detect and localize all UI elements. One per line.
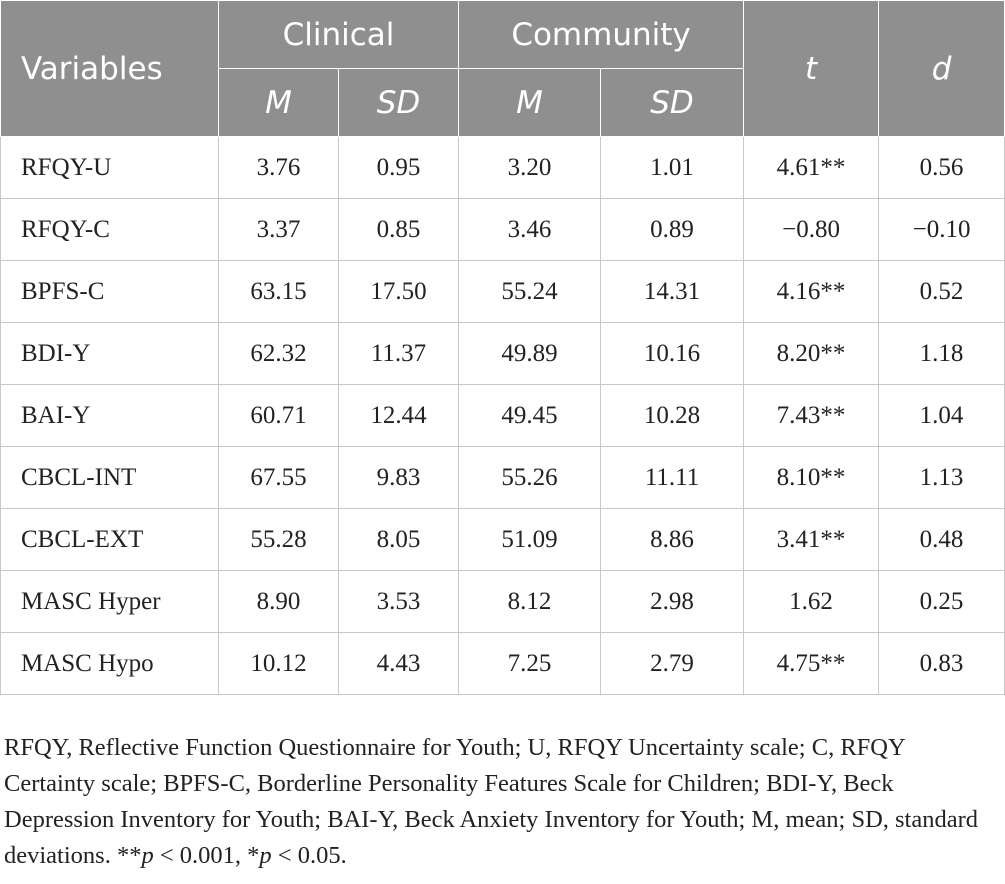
cell-community-m: 7.25 (458, 632, 602, 695)
cell-community-sd: 10.28 (600, 384, 745, 447)
header-clinical: Clinical (217, 0, 460, 69)
cell-community-m: 3.46 (458, 198, 602, 261)
cell-community-sd: 14.31 (600, 260, 745, 323)
cell-t: 4.75** (743, 632, 880, 695)
footnote-p-symbol: p (259, 842, 272, 869)
results-table: Variables Clinical Community t d M SD M … (0, 0, 1005, 695)
cell-clinical-m: 8.90 (218, 570, 339, 633)
cell-clinical-sd: 3.53 (337, 570, 460, 633)
cell-d: 1.13 (878, 446, 1005, 509)
cell-community-sd: 2.79 (600, 632, 745, 695)
cell-d: 0.83 (878, 632, 1005, 695)
cell-community-sd: 10.16 (600, 322, 745, 385)
cell-community-sd: 11.11 (600, 446, 745, 509)
cell-clinical-m: 55.28 (218, 508, 339, 571)
table-row: MASC Hypo 10.12 4.43 7.25 2.79 4.75** 0.… (0, 632, 1005, 695)
cell-clinical-sd: 11.37 (337, 322, 460, 385)
cell-t: 8.20** (743, 322, 880, 385)
cell-community-m: 51.09 (458, 508, 602, 571)
cell-t: 8.10** (743, 446, 880, 509)
cell-variable: CBCL-INT (0, 446, 219, 509)
cell-community-m: 55.26 (458, 446, 602, 509)
cell-d: 0.48 (878, 508, 1005, 571)
cell-clinical-m: 3.76 (218, 136, 339, 199)
header-community-sd: SD (600, 68, 745, 137)
cell-community-m: 49.89 (458, 322, 602, 385)
header-variables: Variables (0, 0, 219, 137)
cell-d: 0.25 (878, 570, 1005, 633)
table-row: BDI-Y 62.32 11.37 49.89 10.16 8.20** 1.1… (0, 322, 1005, 385)
header-d: d (878, 0, 1005, 137)
header-clinical-sd: SD (337, 68, 460, 137)
cell-t: 4.61** (743, 136, 880, 199)
header-clinical-m: M (218, 68, 339, 137)
cell-variable: MASC Hyper (0, 570, 219, 633)
footnote-main: RFQY, Reflective Function Questionnaire … (4, 734, 979, 869)
cell-community-m: 55.24 (458, 260, 602, 323)
table-row: BPFS-C 63.15 17.50 55.24 14.31 4.16** 0.… (0, 260, 1005, 323)
cell-clinical-m: 3.37 (218, 198, 339, 261)
cell-variable: MASC Hypo (0, 632, 219, 695)
table-row: RFQY-U 3.76 0.95 3.20 1.01 4.61** 0.56 (0, 136, 1005, 199)
cell-d: 0.52 (878, 260, 1005, 323)
cell-clinical-m: 67.55 (218, 446, 339, 509)
table-row: RFQY-C 3.37 0.85 3.46 0.89 −0.80 −0.10 (0, 198, 1005, 261)
cell-community-m: 49.45 (458, 384, 602, 447)
footnote-threshold-2: < 0.05. (271, 842, 347, 869)
cell-t: 7.43** (743, 384, 880, 447)
table-row: BAI-Y 60.71 12.44 49.45 10.28 7.43** 1.0… (0, 384, 1005, 447)
cell-t: 4.16** (743, 260, 880, 323)
cell-clinical-sd: 12.44 (337, 384, 460, 447)
cell-t: 1.62 (743, 570, 880, 633)
cell-variable: RFQY-U (0, 136, 219, 199)
cell-clinical-sd: 8.05 (337, 508, 460, 571)
table-row: MASC Hyper 8.90 3.53 8.12 2.98 1.62 0.25 (0, 570, 1005, 633)
cell-variable: CBCL-EXT (0, 508, 219, 571)
table-footnote: RFQY, Reflective Function Questionnaire … (4, 730, 994, 874)
cell-d: 1.04 (878, 384, 1005, 447)
cell-variable: BDI-Y (0, 322, 219, 385)
cell-community-sd: 1.01 (600, 136, 745, 199)
header-t: t (743, 0, 880, 137)
cell-clinical-m: 10.12 (218, 632, 339, 695)
cell-clinical-sd: 9.83 (337, 446, 460, 509)
cell-clinical-sd: 4.43 (337, 632, 460, 695)
table-row: CBCL-INT 67.55 9.83 55.26 11.11 8.10** 1… (0, 446, 1005, 509)
cell-d: −0.10 (878, 198, 1005, 261)
header-community-m: M (458, 68, 602, 137)
cell-clinical-sd: 17.50 (337, 260, 460, 323)
header-community: Community (458, 0, 745, 69)
cell-variable: BPFS-C (0, 260, 219, 323)
cell-community-sd: 2.98 (600, 570, 745, 633)
cell-variable: RFQY-C (0, 198, 219, 261)
cell-d: 0.56 (878, 136, 1005, 199)
cell-clinical-m: 60.71 (218, 384, 339, 447)
cell-variable: BAI-Y (0, 384, 219, 447)
cell-t: 3.41** (743, 508, 880, 571)
cell-clinical-sd: 0.95 (337, 136, 460, 199)
cell-clinical-m: 63.15 (218, 260, 339, 323)
table-row: CBCL-EXT 55.28 8.05 51.09 8.86 3.41** 0.… (0, 508, 1005, 571)
cell-clinical-m: 62.32 (218, 322, 339, 385)
cell-community-sd: 0.89 (600, 198, 745, 261)
cell-d: 1.18 (878, 322, 1005, 385)
cell-clinical-sd: 0.85 (337, 198, 460, 261)
footnote-threshold-1: < 0.001, * (153, 842, 260, 869)
cell-community-m: 3.20 (458, 136, 602, 199)
cell-t: −0.80 (743, 198, 880, 261)
footnote-p-symbol: p (141, 842, 154, 869)
cell-community-m: 8.12 (458, 570, 602, 633)
cell-community-sd: 8.86 (600, 508, 745, 571)
